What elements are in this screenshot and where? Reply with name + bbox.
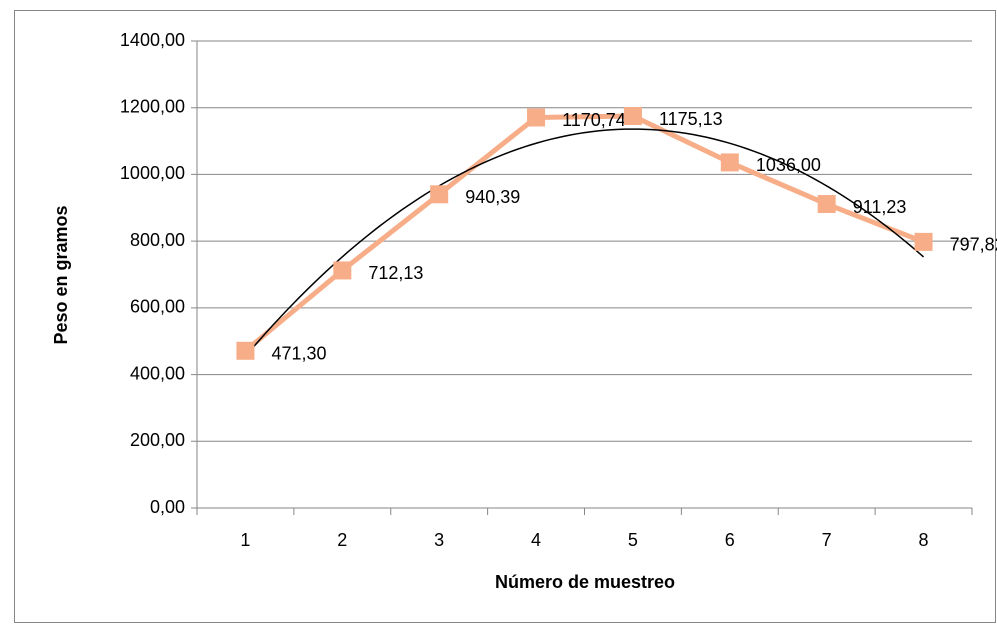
marker <box>333 261 352 280</box>
y-tick-label: 400,00 <box>130 363 185 383</box>
y-tick-label: 800,00 <box>130 230 185 250</box>
x-tick-label: 7 <box>822 530 832 550</box>
data-label: 1175,13 <box>659 109 723 129</box>
y-tick-label: 200,00 <box>130 430 185 450</box>
y-tick-label: 1200,00 <box>120 96 185 116</box>
trendline <box>244 128 925 357</box>
x-axis-title: Número de muestreo <box>495 572 675 592</box>
series-line <box>243 113 925 353</box>
marker <box>623 107 642 126</box>
marker <box>527 108 546 127</box>
y-tick-label: 0,00 <box>150 497 185 517</box>
data-label: 1170,74 <box>562 110 626 130</box>
y-axis-title: Peso en gramos <box>51 205 71 344</box>
marker <box>914 232 933 251</box>
x-tick-label: 1 <box>240 530 250 550</box>
marker <box>236 341 255 360</box>
data-label: 471,30 <box>271 344 326 364</box>
data-label: 940,39 <box>465 187 520 207</box>
marker <box>817 195 836 214</box>
data-label: 911,23 <box>853 197 907 217</box>
y-tick-label: 1000,00 <box>120 163 185 183</box>
x-tick-label: 5 <box>628 530 638 550</box>
marker <box>430 185 449 204</box>
x-tick-label: 4 <box>531 530 541 550</box>
data-label: 797,82 <box>950 235 997 255</box>
marker <box>720 153 739 172</box>
x-tick-label: 6 <box>725 530 735 550</box>
y-tick-label: 1400,00 <box>120 30 185 50</box>
x-tick-label: 3 <box>434 530 444 550</box>
data-label: 1036,00 <box>756 155 821 175</box>
x-tick-label: 8 <box>919 530 929 550</box>
y-tick-label: 600,00 <box>130 297 185 317</box>
x-tick-label: 2 <box>337 530 347 550</box>
data-label: 712,13 <box>368 263 423 283</box>
chart-frame <box>14 10 996 623</box>
